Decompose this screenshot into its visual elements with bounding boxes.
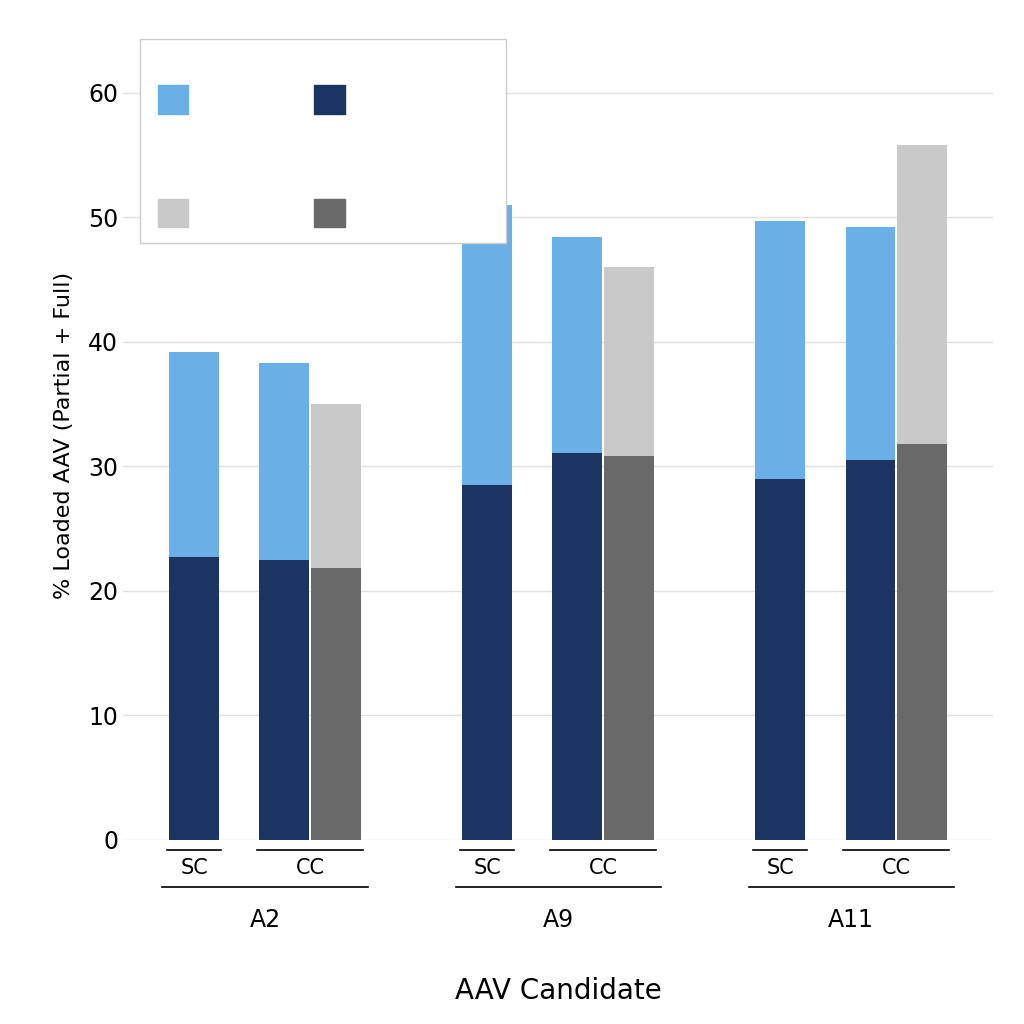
Bar — [311, 404, 360, 568]
Text: SC: SC — [766, 858, 794, 879]
Text: SC: SC — [180, 858, 208, 879]
Text: CC: CC — [589, 858, 617, 879]
Bar — [552, 453, 602, 840]
Bar — [311, 568, 360, 840]
Bar — [604, 267, 654, 457]
Text: Partial: Partial — [201, 90, 262, 109]
Bar — [462, 485, 512, 840]
Bar — [462, 205, 512, 485]
Bar — [756, 221, 805, 479]
Text: CC: CC — [296, 858, 325, 879]
Bar — [552, 238, 602, 453]
Text: A2: A2 — [250, 908, 281, 932]
Text: SC: SC — [473, 858, 501, 879]
Bar — [756, 479, 805, 840]
FancyBboxPatch shape — [158, 85, 188, 114]
Bar — [604, 457, 654, 840]
Text: A9: A9 — [543, 908, 573, 932]
FancyBboxPatch shape — [140, 39, 506, 243]
Bar — [846, 460, 895, 840]
Text: Full: Full — [358, 90, 391, 109]
FancyBboxPatch shape — [158, 199, 188, 227]
Text: AUC: AUC — [158, 151, 202, 170]
Text: CC: CC — [882, 858, 910, 879]
Bar — [846, 227, 895, 460]
Text: Partial: Partial — [201, 203, 262, 222]
Text: Full: Full — [358, 203, 391, 222]
Text: A11: A11 — [828, 908, 874, 932]
Bar — [897, 444, 947, 840]
Bar — [259, 560, 309, 840]
Bar — [169, 352, 219, 557]
Bar — [169, 557, 219, 840]
Y-axis label: % Loaded AAV (Partial + Full): % Loaded AAV (Partial + Full) — [54, 271, 74, 599]
Text: AAV Candidate: AAV Candidate — [455, 977, 662, 1005]
Text: Mass photometry: Mass photometry — [158, 47, 339, 67]
Bar — [259, 364, 309, 560]
FancyBboxPatch shape — [314, 199, 345, 227]
Bar — [897, 145, 947, 444]
FancyBboxPatch shape — [314, 85, 345, 114]
